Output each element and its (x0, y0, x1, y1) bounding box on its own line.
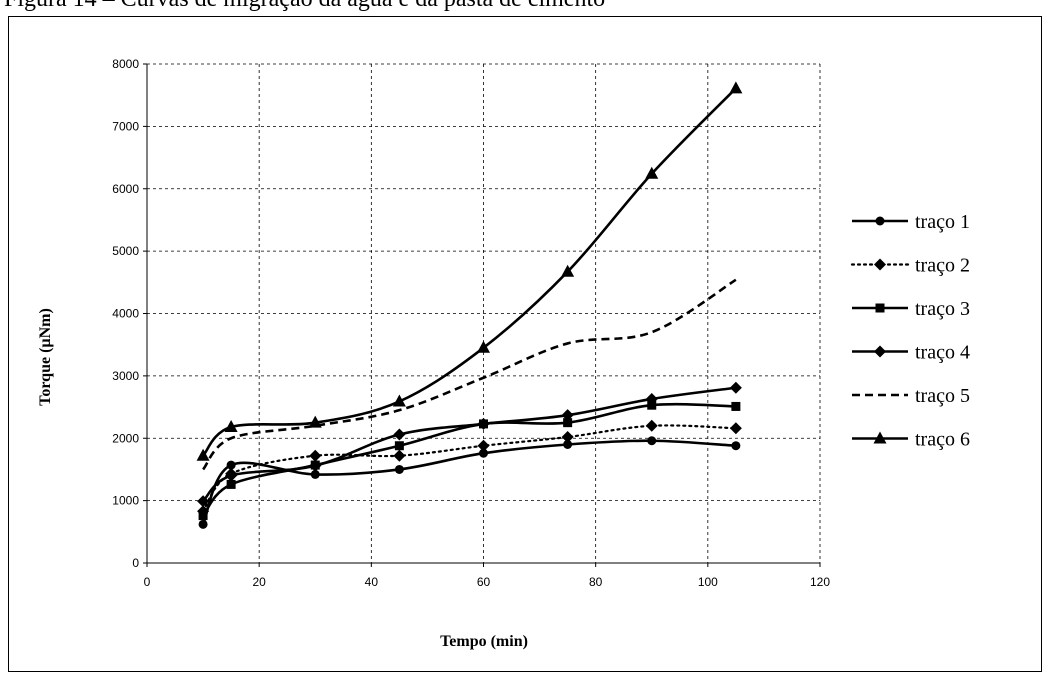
data-point-diamond (309, 449, 322, 462)
data-point-square (563, 418, 573, 428)
data-point-circle (563, 439, 573, 449)
data-point-circle (310, 469, 320, 479)
legend-marker (875, 216, 885, 226)
y-tick-label: 7000 (112, 119, 139, 133)
data-point-diamond (393, 428, 406, 441)
legend-item: traço 6 (852, 429, 970, 451)
series-line (202, 278, 737, 471)
data-point-circle (394, 464, 404, 474)
data-point-diamond (309, 459, 322, 472)
legend-item: traço 2 (850, 255, 970, 277)
data-point-triangle (561, 264, 575, 277)
y-tick-label: 4000 (112, 307, 139, 321)
legend-item: traço 4 (852, 342, 970, 364)
data-point-diamond (645, 419, 658, 432)
data-point-triangle (392, 394, 406, 407)
data-point-diamond (477, 417, 490, 430)
data-point-square (647, 400, 657, 410)
data-point-triangle (196, 448, 210, 461)
data-point-triangle (645, 166, 659, 179)
data-point-circle (647, 436, 657, 446)
y-tick-label: 2000 (112, 431, 139, 445)
data-point-triangle (729, 81, 743, 94)
legend-label: traço 6 (915, 429, 970, 451)
series-line (201, 424, 737, 513)
series-6 (196, 81, 743, 461)
y-tick-label: 0 (132, 556, 139, 570)
x-tick-label: 0 (144, 575, 151, 589)
data-point-circle (226, 460, 236, 470)
series-line (201, 439, 736, 525)
data-point-diamond (729, 422, 742, 435)
x-tick-label: 60 (477, 575, 491, 589)
legend-label: traço 1 (915, 211, 970, 233)
data-point-diamond (645, 392, 658, 405)
y-tick-label: 5000 (112, 244, 139, 258)
legend-marker (873, 431, 887, 444)
y-tick-label: 3000 (112, 369, 139, 383)
x-tick-label: 120 (810, 575, 830, 589)
x-tick-label: 100 (698, 575, 718, 589)
data-point-triangle (308, 415, 322, 428)
y-tick-label: 1000 (112, 494, 139, 508)
legend-item: traço 1 (852, 211, 970, 233)
legend-label: traço 2 (915, 255, 970, 277)
data-point-square (198, 511, 208, 521)
legend-label: traço 4 (915, 342, 970, 364)
data-point-circle (479, 448, 488, 458)
y-axis-title: Torque (µNm) (37, 308, 54, 406)
legend-label: traço 5 (915, 385, 970, 407)
legend-item: traço 3 (852, 298, 970, 320)
legend-marker (874, 258, 886, 271)
data-point-square (731, 401, 741, 411)
data-point-diamond (561, 431, 574, 444)
data-point-diamond (393, 449, 406, 462)
figure-caption: Figura 14 – Curvas de migração da água e… (4, 0, 605, 13)
data-point-circle (731, 441, 741, 451)
data-point-square (394, 441, 404, 451)
y-tick-label: 8000 (112, 57, 139, 71)
series-1 (198, 436, 741, 529)
x-tick-label: 80 (589, 575, 603, 589)
x-axis-title: Tempo (min) (440, 633, 528, 650)
series-4 (197, 381, 742, 508)
data-point-square (226, 479, 236, 489)
data-point-diamond (729, 381, 742, 394)
series-line (202, 386, 737, 503)
x-tick-label: 40 (365, 575, 379, 589)
data-point-diamond (197, 495, 210, 508)
legend-label: traço 3 (915, 298, 970, 320)
data-point-triangle (477, 340, 490, 353)
data-point-triangle (224, 420, 238, 433)
series-line (202, 402, 736, 517)
data-point-diamond (561, 409, 574, 422)
legend-item: traço 5 (852, 385, 970, 407)
series-5 (202, 278, 737, 471)
legend-marker (875, 303, 885, 313)
legend-marker (874, 345, 886, 358)
data-point-diamond (225, 469, 238, 482)
data-point-diamond (477, 439, 490, 452)
x-tick-label: 20 (252, 575, 266, 589)
data-point-circle (198, 519, 208, 529)
y-tick-label: 6000 (112, 182, 139, 196)
